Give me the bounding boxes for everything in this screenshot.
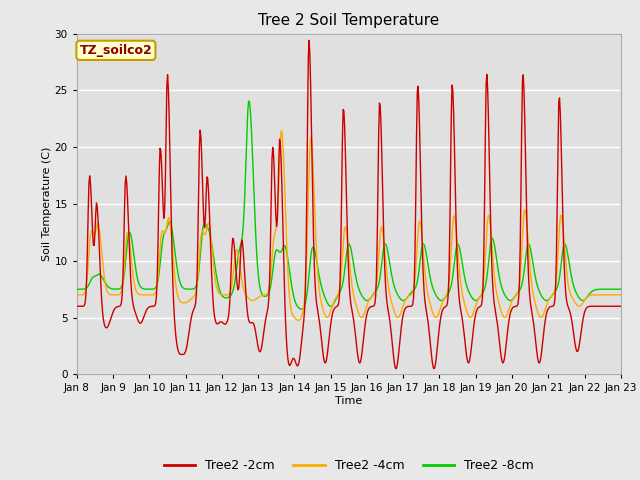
Tree2 -4cm [617,292,625,298]
Tree2 -2cm [73,303,81,309]
Tree2 -2cm [416,124,424,130]
Tree2 -4cm [433,315,440,321]
Tree2 -8cm [298,306,305,312]
Tree2 -8cm [83,285,90,291]
X-axis label: Time: Time [335,396,362,406]
Tree2 -4cm [417,220,424,226]
Tree2 -8cm [194,276,202,281]
Tree2 -8cm [433,293,440,299]
Tree2 -4cm [83,280,90,286]
Line: Tree2 -2cm: Tree2 -2cm [77,40,621,369]
Tree2 -4cm [139,292,147,298]
Tree2 -2cm [139,317,147,323]
Tree2 -4cm [278,128,285,134]
Tree2 -2cm [433,356,440,361]
Tree2 -4cm [73,292,81,298]
Tree2 -2cm [617,303,625,309]
Tree2 -8cm [246,98,253,104]
Y-axis label: Soil Temperature (C): Soil Temperature (C) [42,147,52,261]
Tree2 -4cm [194,275,202,280]
Title: Tree 2 Soil Temperature: Tree 2 Soil Temperature [258,13,440,28]
Tree2 -4cm [294,317,302,323]
Tree2 -8cm [617,287,625,292]
Tree2 -8cm [417,256,424,262]
Line: Tree2 -4cm: Tree2 -4cm [77,131,621,320]
Tree2 -2cm [83,276,90,281]
Tree2 -8cm [223,295,230,301]
Tree2 -2cm [223,320,230,325]
Tree2 -8cm [139,286,147,291]
Line: Tree2 -8cm: Tree2 -8cm [77,101,621,309]
Tree2 -4cm [223,292,230,298]
Text: TZ_soilco2: TZ_soilco2 [79,44,152,57]
Tree2 -8cm [73,286,81,292]
Tree2 -2cm [430,366,438,372]
Tree2 -2cm [194,236,202,242]
Legend: Tree2 -2cm, Tree2 -4cm, Tree2 -8cm: Tree2 -2cm, Tree2 -4cm, Tree2 -8cm [159,454,539,477]
Tree2 -2cm [305,37,313,43]
